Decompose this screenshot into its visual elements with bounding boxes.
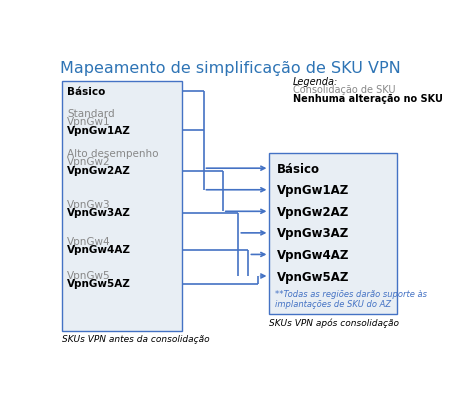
Text: VpnGw1: VpnGw1: [67, 117, 111, 127]
Text: VpnGw5AZ: VpnGw5AZ: [277, 271, 350, 284]
Text: VpnGw3AZ: VpnGw3AZ: [277, 228, 349, 241]
FancyBboxPatch shape: [270, 153, 397, 315]
FancyBboxPatch shape: [62, 81, 182, 331]
Text: VpnGw2: VpnGw2: [67, 158, 111, 167]
Text: Básico: Básico: [67, 88, 105, 97]
Text: VpnGw3: VpnGw3: [67, 200, 111, 210]
Text: VpnGw4AZ: VpnGw4AZ: [67, 245, 131, 255]
Text: VpnGw5AZ: VpnGw5AZ: [67, 279, 131, 289]
Text: SKUs VPN antes da consolidação: SKUs VPN antes da consolidação: [62, 335, 209, 344]
Text: VpnGw2AZ: VpnGw2AZ: [277, 206, 349, 219]
Text: VpnGw5: VpnGw5: [67, 271, 111, 280]
Text: VpnGw4AZ: VpnGw4AZ: [277, 249, 350, 262]
Text: SKUs VPN após consolidação: SKUs VPN após consolidação: [270, 318, 400, 328]
Text: Mapeamento de simplificação de SKU VPN: Mapeamento de simplificação de SKU VPN: [60, 61, 401, 76]
Text: VpnGw3AZ: VpnGw3AZ: [67, 208, 131, 218]
Text: Alto desempenho: Alto desempenho: [67, 149, 158, 159]
Text: Standard: Standard: [67, 109, 115, 119]
Text: VpnGw2AZ: VpnGw2AZ: [67, 166, 131, 176]
Text: VpnGw4: VpnGw4: [67, 237, 111, 247]
Text: **Todas as regiões darão suporte às
implantações de SKU do AZ: **Todas as regiões darão suporte às impl…: [275, 290, 427, 309]
Text: Consolidação de SKU: Consolidação de SKU: [292, 85, 395, 95]
Text: Legenda:: Legenda:: [292, 77, 338, 87]
Text: Nenhuma alteração no SKU: Nenhuma alteração no SKU: [292, 94, 442, 103]
Text: Básico: Básico: [277, 163, 320, 176]
Text: VpnGw1AZ: VpnGw1AZ: [67, 126, 131, 136]
Text: VpnGw1AZ: VpnGw1AZ: [277, 184, 349, 197]
